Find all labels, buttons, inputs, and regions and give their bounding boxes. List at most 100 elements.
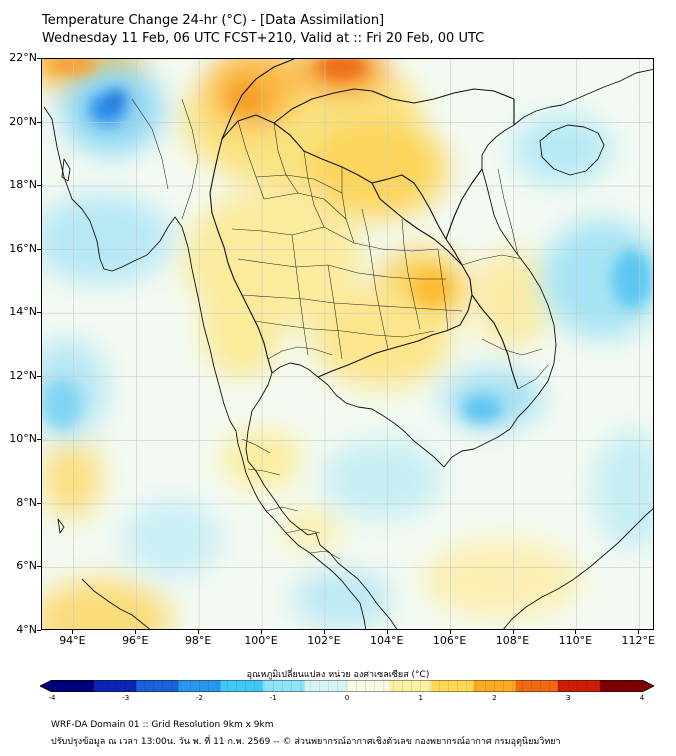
latitude-tick	[37, 439, 41, 441]
colorbar-tick-label: -1	[269, 694, 277, 702]
longitude-tick	[135, 630, 137, 634]
latitude-label: 4°N	[16, 623, 37, 636]
national-borders	[209, 59, 519, 390]
latitude-tick	[37, 58, 41, 59]
longitude-label: 96°E	[122, 634, 149, 647]
province-boundary	[437, 248, 449, 332]
province-boundary	[247, 468, 281, 476]
colorbar-tick-label: -4	[48, 694, 56, 702]
longitude-label: 102°E	[307, 634, 341, 647]
longitude-tick	[512, 630, 514, 634]
map-title: Temperature Change 24-hr (°C) - [Data As…	[42, 13, 385, 28]
colorbar-tick-label: -3	[122, 694, 130, 702]
colorbar-segment	[262, 680, 306, 692]
province-boundary	[291, 234, 309, 356]
latitude-tick	[37, 502, 41, 504]
province-boundary	[241, 294, 463, 312]
province-boundary	[253, 320, 435, 338]
province-boundary	[497, 168, 519, 256]
province-boundary	[309, 550, 341, 560]
strong-cool-cores	[42, 89, 652, 429]
longitude-label: 98°E	[184, 634, 212, 647]
province-boundary	[461, 254, 523, 266]
colorbar-tick-label: -2	[196, 694, 203, 702]
colorbar-tick-label: 4	[639, 694, 645, 702]
province-boundary	[273, 122, 299, 194]
colorbar-segment	[136, 680, 179, 692]
colorbar-min-extend	[40, 680, 52, 692]
province-boundary	[267, 346, 333, 360]
longitude-tick	[198, 630, 200, 634]
colorbar-segment	[557, 680, 601, 692]
longitude-tick	[72, 630, 74, 634]
colorbar-tick-label: 2	[492, 694, 497, 702]
province-boundary	[303, 150, 325, 228]
longitude-tick	[323, 630, 325, 634]
longitude-label: 100°E	[244, 634, 278, 647]
latitude-tick	[37, 375, 41, 377]
latitude-label: 18°N	[9, 178, 37, 192]
longitude-tick	[449, 630, 451, 634]
longitude-tick	[386, 630, 388, 634]
cool-anomaly-field	[42, 64, 653, 629]
colorbar-segment	[431, 680, 474, 692]
longitude-label: 108°E	[495, 634, 530, 647]
colorbar-tick-label: 1	[418, 694, 423, 702]
longitude-label: 106°E	[432, 634, 467, 647]
province-boundary	[263, 192, 347, 220]
province-boundary	[131, 98, 169, 190]
colorbar	[40, 680, 654, 692]
latitude-label: 14°N	[9, 305, 37, 319]
colorbar-segment	[599, 680, 643, 692]
province-boundary	[181, 98, 199, 220]
colorbar-segment	[304, 680, 348, 692]
latitude-label: 10°N	[9, 432, 37, 446]
colorbar-segment	[389, 680, 432, 692]
latitude-tick	[37, 248, 41, 250]
longitude-label: 94°E	[59, 634, 86, 647]
province-boundary	[341, 167, 355, 244]
province-boundary	[237, 258, 446, 280]
province-boundary	[255, 174, 343, 194]
longitude-tick	[261, 630, 263, 634]
colorbar-max-extend	[642, 680, 654, 692]
latitude-tick	[37, 185, 41, 187]
latitude-label: 16°N	[9, 241, 37, 255]
colorbar-segment	[52, 680, 95, 692]
latitude-label: 22°N	[9, 51, 37, 64]
province-boundary	[231, 226, 439, 252]
province-boundary	[361, 208, 389, 350]
latitude-label: 8°N	[16, 495, 37, 509]
strong-warm-cores	[47, 59, 452, 307]
coastlines	[43, 68, 653, 629]
map-subtitle: Wednesday 11 Feb, 06 UTC FCST+210, Valid…	[42, 31, 485, 46]
colorbar-segment	[347, 680, 390, 692]
latitude-label: 6°N	[16, 559, 37, 573]
graticule	[42, 59, 653, 629]
province-boundary	[237, 120, 265, 200]
latitude-tick	[37, 566, 41, 568]
province-boundary	[327, 264, 343, 360]
longitude-tick	[575, 630, 577, 634]
longitude-label: 112°E	[621, 634, 655, 647]
footer-model-info: WRF-DA Domain 01 :: Grid Resolution 9km …	[51, 720, 274, 730]
longitude-label: 104°E	[370, 634, 404, 647]
province-boundary	[481, 338, 543, 356]
colorbar-title: อุณหภูมิเปลี่ยนแปลง หน่วย องศาเซลเซียส (…	[246, 670, 430, 680]
province-boundary	[265, 506, 299, 512]
colorbar-segment	[178, 680, 222, 692]
colorbar-tick-label: 3	[566, 694, 571, 702]
province-boundaries	[131, 98, 549, 560]
latitude-tick	[37, 630, 41, 631]
footer-credits: ปรับปรุงข้อมูล ณ เวลา 13:00น. วัน พ. ที่…	[51, 737, 561, 747]
colorbar-segment	[515, 680, 559, 692]
latitude-label: 12°N	[9, 368, 37, 382]
longitude-label: 110°E	[558, 634, 593, 647]
colorbar-segment	[473, 680, 517, 692]
map-canvas	[42, 59, 653, 629]
warm-anomaly-field	[42, 59, 582, 629]
province-boundary	[285, 528, 321, 534]
province-boundary	[401, 218, 421, 330]
colorbar-segment	[94, 680, 137, 692]
province-boundary	[241, 438, 271, 454]
